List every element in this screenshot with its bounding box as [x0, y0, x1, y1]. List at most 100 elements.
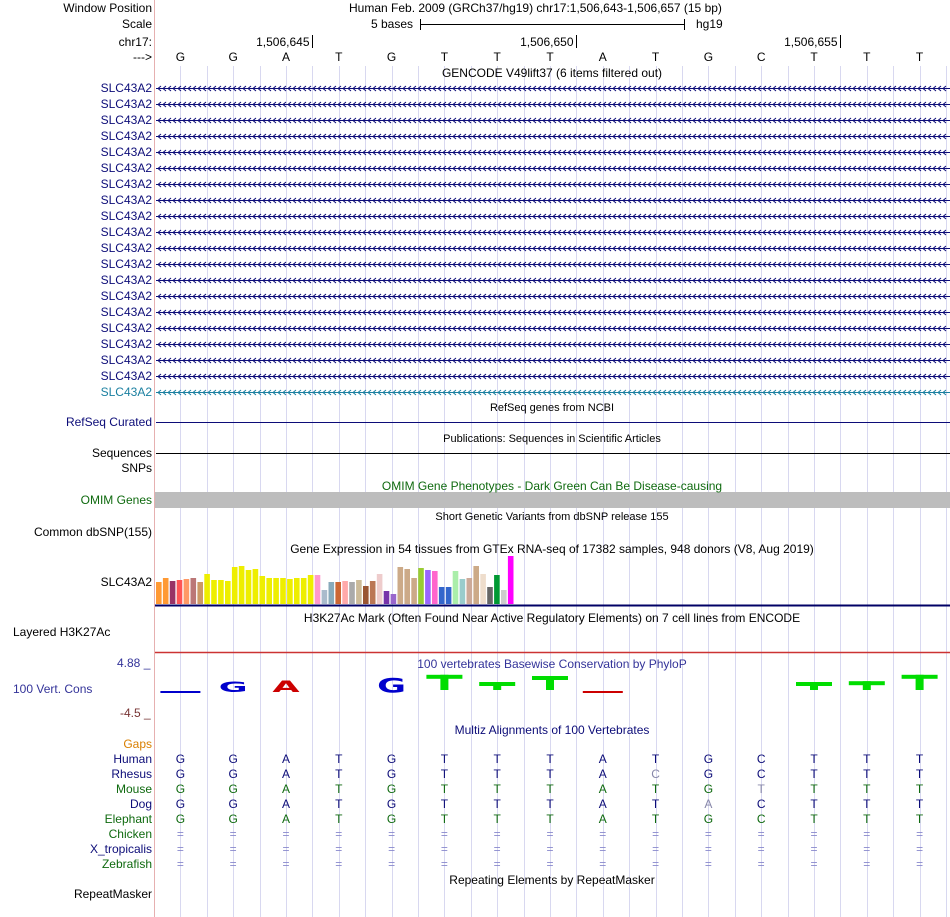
- alignment-base: T: [493, 797, 501, 811]
- alignment-base: =: [388, 842, 396, 856]
- gencode-transcript-label[interactable]: SLC43A2: [100, 225, 152, 239]
- species-label: Mouse: [115, 782, 152, 796]
- gencode-transcript-label[interactable]: SLC43A2: [100, 353, 152, 367]
- gtex-tissue-bar: [335, 582, 341, 604]
- alignment-base: T: [335, 812, 343, 826]
- gtex-label[interactable]: SLC43A2: [100, 575, 152, 589]
- gtex-tissue-bar: [176, 580, 183, 604]
- alignment-base: A: [281, 782, 291, 796]
- position-text: Human Feb. 2009 (GRCh37/hg19) chr17:1,50…: [349, 1, 722, 15]
- alignment-base: T: [810, 812, 818, 826]
- alignment-base: T: [440, 797, 449, 811]
- gencode-transcript-label[interactable]: SLC43A2: [100, 321, 152, 335]
- gencode-transcript-label[interactable]: SLC43A2: [100, 145, 152, 159]
- alignment-base: =: [863, 842, 871, 856]
- strand-arrows: [157, 293, 947, 300]
- h3k27ac-label[interactable]: Layered H3K27Ac: [13, 625, 111, 639]
- alignment-base: T: [335, 767, 343, 781]
- gencode-transcript-label[interactable]: SLC43A2: [100, 257, 152, 271]
- phylop-t-stem: [915, 674, 924, 690]
- reference-base: T: [493, 50, 501, 64]
- publications-label[interactable]: Sequences: [91, 446, 152, 460]
- chrom-label: chr17:: [118, 35, 152, 49]
- alignment-base: A: [598, 752, 607, 766]
- gencode-transcript-label[interactable]: SLC43A2: [100, 337, 152, 351]
- alignment-base: =: [546, 857, 554, 871]
- alignment-base: G: [228, 812, 238, 826]
- strand-arrows: [157, 261, 947, 268]
- alignment-base: =: [599, 842, 607, 856]
- alignment-base: =: [810, 842, 818, 856]
- gencode-transcript-label[interactable]: SLC43A2: [100, 177, 152, 191]
- gtex-tissue-bar: [356, 580, 362, 604]
- alignment-base: T: [863, 797, 871, 811]
- alignment-base: G: [228, 797, 238, 811]
- alignment-base: =: [176, 857, 184, 871]
- alignment-base: =: [335, 827, 343, 841]
- alignment-base: T: [915, 797, 924, 811]
- alignment-base: T: [440, 782, 449, 796]
- gencode-track-title: GENCODE V49lift37 (6 items filtered out): [441, 66, 663, 80]
- alignment-base: =: [757, 842, 765, 856]
- alignment-base: =: [440, 842, 448, 856]
- alignment-base: T: [335, 782, 343, 796]
- phylop-max-label: 4.88 _: [117, 656, 151, 670]
- alignment-base: T: [493, 767, 501, 781]
- alignment-base: A: [281, 812, 291, 826]
- species-label: Chicken: [108, 827, 152, 841]
- gtex-tissue-bar: [259, 576, 266, 604]
- alignment-base: G: [228, 752, 238, 766]
- gencode-transcript-label[interactable]: SLC43A2: [100, 81, 152, 95]
- reference-base: T: [335, 50, 343, 64]
- phylop-base-glyph: G: [377, 674, 406, 698]
- alignment-base: =: [757, 857, 765, 871]
- alignment-base: =: [810, 827, 818, 841]
- alignment-base: T: [810, 782, 818, 796]
- strand-arrows: [157, 133, 947, 140]
- reference-base: G: [386, 50, 397, 64]
- gencode-transcript-label[interactable]: SLC43A2: [100, 305, 152, 319]
- gencode-transcript-label[interactable]: SLC43A2: [100, 369, 152, 383]
- gencode-transcript-label[interactable]: SLC43A2: [100, 161, 152, 175]
- gencode-transcript-label[interactable]: SLC43A2: [100, 241, 152, 255]
- gencode-transcript-label[interactable]: SLC43A2: [100, 273, 152, 287]
- phylop-track-title: 100 vertebrates Basewise Conservation by…: [417, 657, 687, 671]
- repeatmasker-label[interactable]: RepeatMasker: [73, 887, 152, 901]
- gencode-transcript-label[interactable]: SLC43A2: [100, 385, 152, 399]
- gtex-tissue-bar: [328, 582, 335, 604]
- alignment-base: G: [175, 782, 186, 796]
- phylop-label[interactable]: 100 Vert. Cons: [13, 682, 93, 696]
- alignment-base: =: [652, 827, 660, 841]
- alignment-base: T: [546, 782, 554, 796]
- alignment-base: T: [440, 752, 449, 766]
- gtex-tissue-bar: [294, 578, 300, 604]
- species-label: X_tropicalis: [89, 842, 152, 856]
- strand-arrows: [157, 325, 947, 332]
- omim-label[interactable]: OMIM Genes: [80, 493, 152, 507]
- gtex-tissue-bar: [231, 567, 238, 604]
- alignment-base: A: [598, 767, 607, 781]
- alignment-base: A: [281, 797, 291, 811]
- alignment-base: T: [546, 767, 554, 781]
- alignment-base: T: [915, 767, 924, 781]
- alignment-base: =: [176, 827, 184, 841]
- dbsnp-label[interactable]: Common dbSNP(155): [33, 525, 152, 539]
- gtex-tissue-bar: [300, 578, 307, 604]
- alignment-base: =: [757, 827, 765, 841]
- gencode-transcript-label[interactable]: SLC43A2: [100, 113, 152, 127]
- reference-base: T: [546, 50, 554, 64]
- alignment-base: =: [440, 857, 448, 871]
- gencode-transcript-label[interactable]: SLC43A2: [100, 209, 152, 223]
- strand-arrows: [157, 389, 947, 396]
- gencode-transcript-label[interactable]: SLC43A2: [100, 193, 152, 207]
- gencode-transcript-label[interactable]: SLC43A2: [100, 97, 152, 111]
- gencode-transcript-label[interactable]: SLC43A2: [100, 129, 152, 143]
- refseq-label[interactable]: RefSeq Curated: [65, 415, 152, 429]
- alignment-base: G: [175, 752, 186, 766]
- alignment-base: =: [388, 857, 396, 871]
- gencode-transcript-label[interactable]: SLC43A2: [100, 289, 152, 303]
- snps-label[interactable]: SNPs: [121, 461, 152, 475]
- alignment-base: G: [228, 782, 238, 796]
- alignment-base: T: [915, 752, 924, 766]
